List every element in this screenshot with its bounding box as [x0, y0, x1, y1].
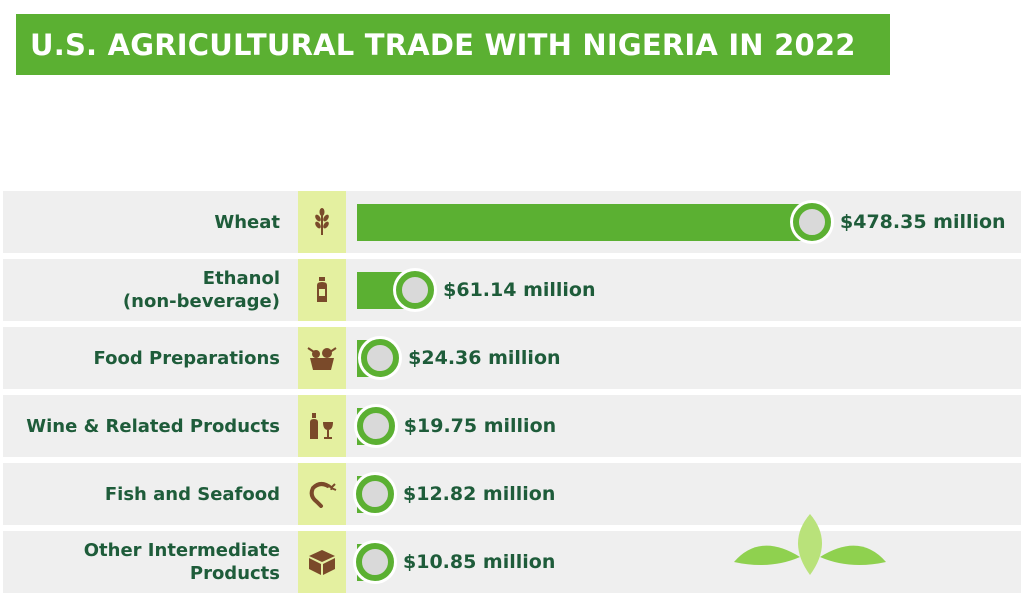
row-background	[3, 463, 1021, 525]
bar-end-knob	[356, 407, 395, 445]
category-label-line: Wine & Related Products	[26, 415, 280, 437]
value-label: $12.82 million	[403, 483, 556, 505]
value-label: $10.85 million	[403, 551, 556, 573]
category-label-line: Food Preparations	[93, 347, 280, 369]
bar-end-knob	[396, 271, 435, 309]
bar-end-knob	[793, 203, 831, 241]
category-label: Ethanol (non-beverage)	[10, 259, 280, 321]
chart-title: U.S. AGRICULTURAL TRADE WITH NIGERIA IN …	[30, 27, 856, 62]
category-label-line: Products	[189, 563, 280, 584]
row-background	[3, 327, 1021, 389]
wine-icon	[298, 395, 346, 457]
wheat-icon	[298, 191, 346, 253]
category-label: Food Preparations	[10, 327, 280, 389]
category-label: Fish and Seafood	[10, 463, 280, 525]
category-label: Other Intermediate Products	[10, 531, 280, 593]
category-label-line: Fish and Seafood	[104, 483, 280, 505]
bar	[357, 203, 812, 241]
row-background	[3, 259, 1021, 321]
category-label-line: Other Intermediate	[83, 540, 280, 561]
category-label: Wheat	[10, 191, 280, 253]
value-label: $478.35 million	[840, 211, 1006, 233]
row-background	[3, 395, 1021, 457]
value-label: $19.75 million	[403, 415, 557, 437]
value-label: $24.36 million	[408, 347, 561, 369]
title-banner: U.S. AGRICULTURAL TRADE WITH NIGERIA IN …	[16, 14, 890, 75]
category-label-line: (non-beverage)	[122, 291, 280, 312]
bar-end-knob	[361, 339, 400, 377]
shrimp-icon	[298, 463, 346, 525]
bar-end-knob	[356, 475, 394, 513]
bar-end-knob	[356, 543, 394, 581]
food-basket-icon	[298, 327, 346, 389]
box-icon	[298, 531, 346, 593]
bottle-icon	[298, 259, 346, 321]
category-label-line: Ethanol	[202, 268, 280, 289]
category-label: Wine & Related Products	[10, 395, 280, 457]
category-label-line: Wheat	[214, 211, 280, 233]
bar-chart: Wheat $478.35 million Ethanol (non-beverage…	[3, 191, 1021, 593]
value-label: $61.14 million	[443, 279, 596, 301]
leaf-decoration-icon	[730, 512, 890, 579]
